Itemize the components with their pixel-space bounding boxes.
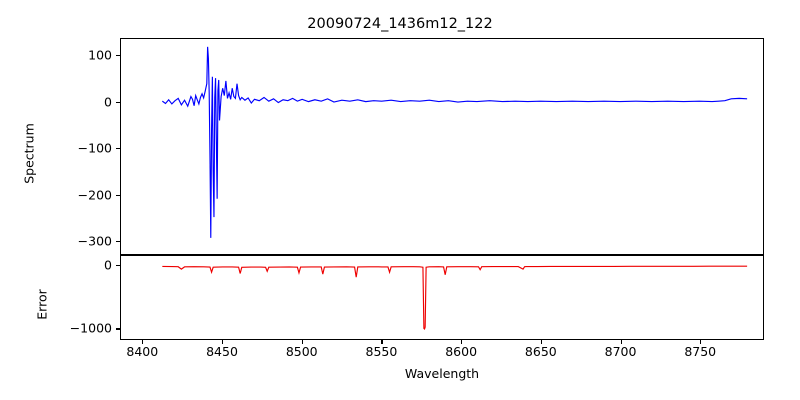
x-tickmark — [142, 340, 144, 344]
spectrum-y-tick-label: 0 — [104, 94, 112, 110]
error-y-tickmark — [116, 328, 120, 330]
error-line-series — [121, 256, 763, 339]
x-tickmark — [461, 340, 463, 344]
x-tick-label: 8750 — [684, 344, 717, 359]
x-axis-label: Wavelength — [404, 366, 480, 381]
spectrum-line-series — [121, 39, 763, 254]
spectrum-y-tickmark — [116, 241, 120, 243]
x-tickmark — [381, 340, 383, 344]
error-y-tick-label: −1000 — [69, 320, 112, 336]
x-tick-label: 8550 — [365, 344, 398, 359]
error-y-tick-label: 0 — [104, 257, 112, 273]
error-plot-area — [120, 255, 764, 340]
spectrum-y-tick-label: −300 — [77, 233, 112, 249]
x-tickmark — [540, 340, 542, 344]
spectrum-y-tick-label: 100 — [88, 47, 112, 63]
error-y-axis-label: Error — [34, 289, 50, 320]
x-tickmark — [700, 340, 702, 344]
x-tick-label: 8700 — [604, 344, 637, 359]
page-title: 20090724_1436m12_122 — [307, 16, 493, 32]
spectrum-y-axis-label: Spectrum — [21, 123, 37, 184]
spectrum-y-tickmark — [116, 194, 120, 196]
error-y-tickmark — [116, 264, 120, 266]
spectrum-y-tickmark — [116, 148, 120, 150]
x-tick-label: 8500 — [285, 344, 318, 359]
x-tick-label: 8450 — [206, 344, 238, 359]
spectrum-y-tick-label: −200 — [77, 187, 112, 203]
x-tick-label: 8650 — [524, 344, 557, 359]
x-tickmark — [620, 340, 622, 344]
x-tick-label: 8400 — [126, 344, 159, 359]
spectrum-y-tickmark — [116, 101, 120, 103]
spectrum-y-tick-label: −100 — [77, 140, 112, 156]
x-tickmark — [301, 340, 303, 344]
spectrum-plot-area — [120, 38, 764, 255]
spectrum-y-tickmark — [116, 55, 120, 57]
x-tick-label: 8600 — [445, 344, 478, 359]
x-tickmark — [222, 340, 224, 344]
